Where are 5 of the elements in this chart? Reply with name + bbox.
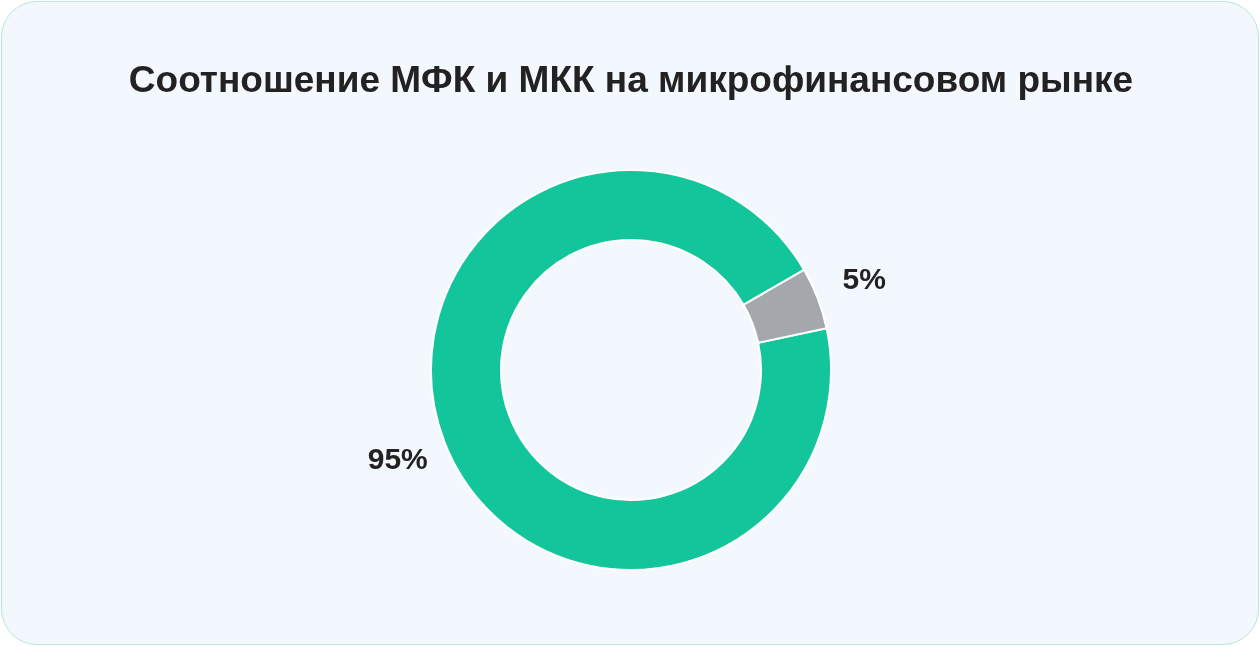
data-label: 5% bbox=[842, 262, 886, 296]
donut-slice bbox=[742, 268, 828, 344]
chart-title: Соотношение МФК и МКК на микрофинансовом рынке bbox=[128, 59, 1134, 100]
data-label: 95% bbox=[367, 441, 428, 475]
donut-slice bbox=[430, 169, 832, 571]
